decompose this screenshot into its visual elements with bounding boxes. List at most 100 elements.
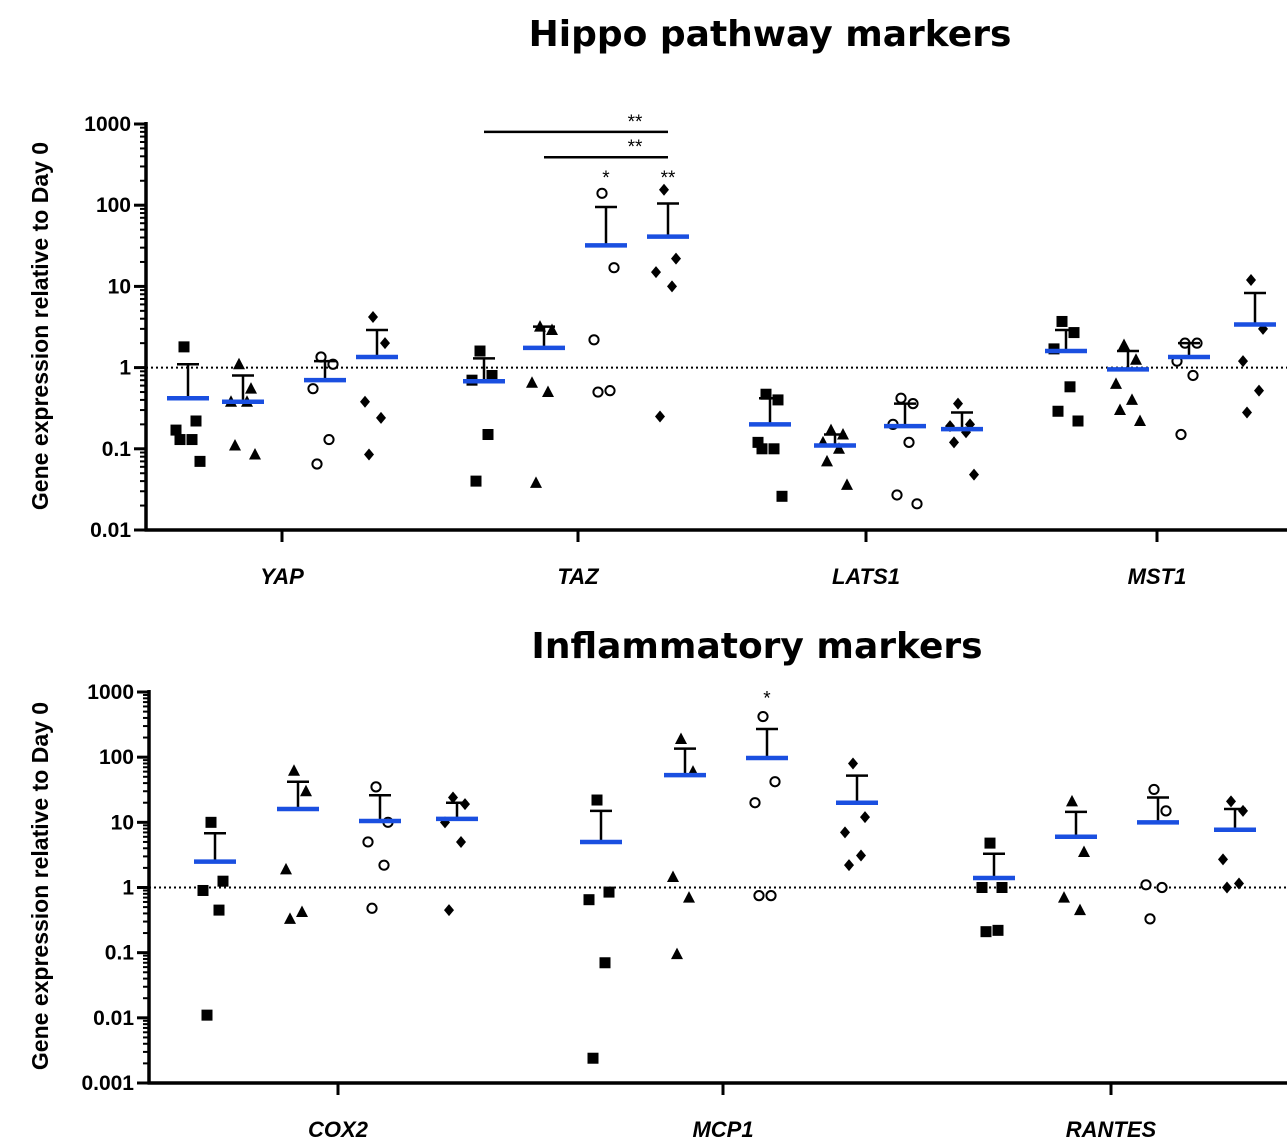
axes bbox=[134, 122, 1287, 542]
circle-marker bbox=[1187, 369, 1199, 382]
diamond-marker bbox=[460, 798, 470, 811]
circle-marker bbox=[323, 433, 335, 446]
square-marker bbox=[194, 455, 206, 467]
circle-marker bbox=[749, 797, 761, 809]
square-marker bbox=[190, 415, 202, 427]
diamond-marker bbox=[364, 448, 374, 461]
y-tick-label: 10 bbox=[111, 811, 134, 834]
y-tick-label: 1000 bbox=[84, 113, 131, 136]
x-tick-label: MCP1 bbox=[692, 1117, 753, 1142]
circle-marker bbox=[895, 392, 907, 404]
diamond-marker bbox=[969, 468, 979, 481]
circle-marker bbox=[592, 386, 604, 398]
chart-title: Inflammatory markers bbox=[531, 626, 982, 667]
significance-label: * bbox=[763, 689, 771, 710]
diamond-marker bbox=[368, 310, 378, 323]
square-marker bbox=[174, 434, 186, 446]
diamond-marker bbox=[953, 397, 963, 410]
diamond-marker bbox=[840, 826, 850, 839]
triangle-marker bbox=[288, 764, 300, 776]
x-tick-label: YAP bbox=[260, 564, 304, 589]
data-marks bbox=[167, 130, 1276, 510]
triangle-marker bbox=[280, 862, 292, 875]
circle-marker bbox=[911, 498, 923, 510]
y-tick-label: 10 bbox=[108, 275, 131, 298]
circle-marker bbox=[588, 334, 600, 346]
triangle-marker bbox=[245, 382, 257, 394]
triangle-marker bbox=[229, 438, 241, 451]
square-marker bbox=[1064, 381, 1076, 393]
x-tick-label: LATS1 bbox=[832, 564, 900, 589]
square-marker bbox=[984, 837, 996, 849]
axes bbox=[137, 690, 1287, 1095]
triangle-marker bbox=[526, 376, 538, 388]
circle-marker bbox=[765, 890, 777, 902]
square-marker bbox=[486, 369, 498, 381]
x-tick-label: MST1 bbox=[1128, 564, 1187, 589]
square-marker bbox=[760, 388, 772, 400]
y-tick-label: 100 bbox=[96, 194, 131, 217]
y-tick-label: 1000 bbox=[87, 681, 134, 704]
triangle-marker bbox=[833, 442, 845, 454]
square-marker bbox=[186, 434, 198, 446]
triangle-marker bbox=[1118, 338, 1130, 350]
square-marker bbox=[1052, 405, 1064, 417]
y-tick-label: 0.1 bbox=[105, 942, 135, 965]
triangle-marker bbox=[825, 423, 837, 436]
square-marker bbox=[583, 894, 595, 906]
x-tick-label: COX2 bbox=[308, 1117, 369, 1142]
diamond-marker bbox=[1238, 355, 1248, 368]
circle-marker bbox=[362, 836, 374, 848]
triangle-marker bbox=[1114, 403, 1126, 416]
diamond-marker bbox=[848, 757, 858, 770]
square-marker bbox=[217, 875, 229, 887]
triangle-marker bbox=[841, 478, 853, 490]
square-marker bbox=[213, 904, 225, 916]
circle-marker bbox=[307, 383, 319, 395]
triangle-marker bbox=[300, 784, 312, 797]
diamond-marker bbox=[1234, 877, 1244, 890]
circle-marker bbox=[608, 262, 620, 274]
x-tick-label: TAZ bbox=[557, 564, 600, 589]
circle-marker bbox=[1160, 805, 1172, 817]
triangle-marker bbox=[249, 448, 261, 460]
square-marker bbox=[992, 924, 1004, 936]
diamond-marker bbox=[1242, 406, 1252, 419]
y-tick-label: 1 bbox=[119, 357, 131, 380]
diamond-marker bbox=[655, 410, 665, 423]
chart-title: Hippo pathway markers bbox=[529, 14, 1012, 55]
triangle-marker bbox=[233, 357, 245, 370]
square-marker bbox=[1068, 327, 1080, 339]
square-marker bbox=[205, 816, 217, 828]
triangle-marker bbox=[1058, 891, 1070, 903]
y-tick-label: 0.01 bbox=[93, 1007, 134, 1030]
significance-label: ** bbox=[628, 112, 643, 133]
square-marker bbox=[178, 341, 190, 353]
circle-marker bbox=[753, 890, 765, 902]
diamond-marker bbox=[949, 436, 959, 449]
square-marker bbox=[996, 882, 1008, 893]
circle-marker bbox=[891, 489, 903, 501]
square-marker bbox=[768, 443, 780, 455]
circle-marker bbox=[1140, 879, 1152, 891]
triangle-marker bbox=[284, 912, 296, 924]
y-axis-label: Gene expression relative to Day 0 bbox=[27, 702, 53, 1070]
square-marker bbox=[776, 490, 788, 502]
square-marker bbox=[591, 794, 603, 806]
triangle-marker bbox=[1126, 393, 1138, 405]
circle-marker bbox=[1156, 881, 1168, 894]
hippo-chart: Hippo pathway markers Gene expression re… bbox=[27, 14, 1287, 589]
significance-label: ** bbox=[628, 137, 643, 158]
diamond-marker bbox=[1238, 804, 1248, 817]
triangle-marker bbox=[821, 454, 833, 467]
circle-marker bbox=[1144, 913, 1156, 925]
diamond-marker bbox=[860, 811, 870, 824]
diamond-marker bbox=[360, 395, 370, 408]
square-marker bbox=[976, 882, 988, 893]
circle-marker bbox=[378, 859, 390, 871]
significance-label: * bbox=[602, 168, 610, 189]
triangle-marker bbox=[1134, 414, 1146, 426]
triangle-marker bbox=[542, 385, 554, 398]
square-marker bbox=[587, 1052, 599, 1064]
